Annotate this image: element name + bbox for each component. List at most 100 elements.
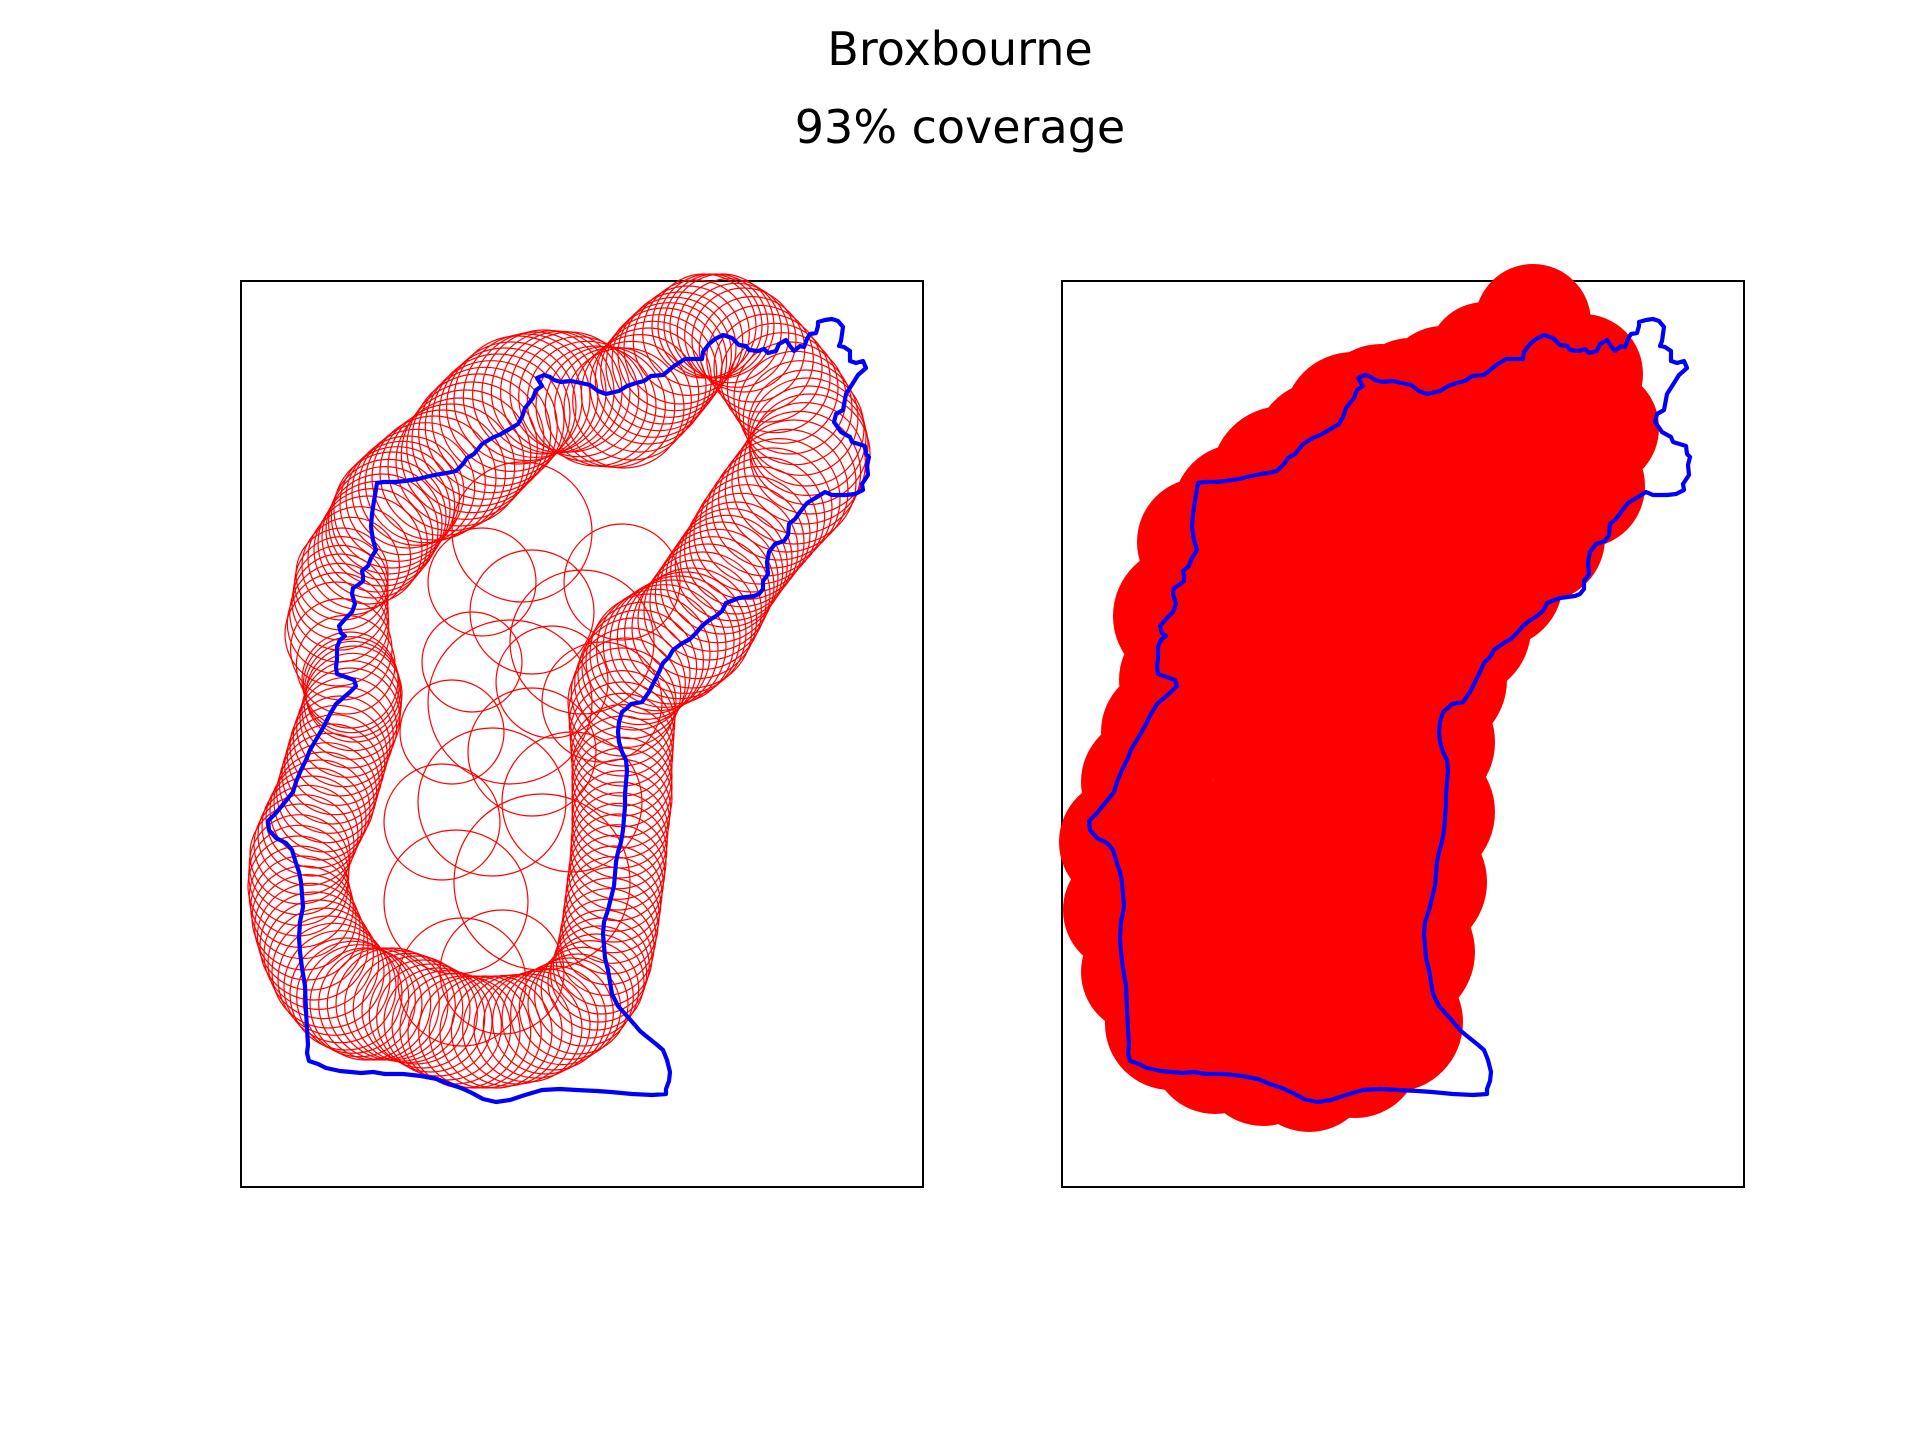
coverage-circle [286, 704, 388, 806]
coverage-circle [387, 403, 516, 532]
coverage-circle [557, 898, 655, 996]
coverage-circle [283, 930, 397, 1044]
coverage-circle [589, 593, 711, 715]
coverage-circle [540, 939, 640, 1039]
coverage-circle [719, 322, 831, 434]
coverage-circle [291, 553, 389, 651]
coverage-circle [495, 625, 609, 739]
outline-map-panel [240, 273, 924, 1188]
coverage-circle [561, 877, 659, 975]
coverage-circle [257, 784, 359, 886]
coverage-circle [623, 571, 747, 695]
coverage-circle [313, 495, 423, 605]
coverage-circle [602, 584, 727, 708]
coverage-circle [304, 640, 402, 738]
coverage-circle [439, 909, 565, 1035]
coverage-circle [418, 366, 552, 500]
coverage-circle [574, 627, 686, 740]
coverage-circle [570, 703, 674, 807]
coverage-circle [747, 377, 867, 497]
coverage-circle [572, 340, 692, 461]
coverage-circle [299, 667, 401, 769]
coverage-circle [411, 373, 545, 507]
coverage-circle [616, 575, 741, 700]
coverage-circle [438, 347, 571, 480]
coverage-circle [302, 944, 416, 1058]
coverage-circle [501, 731, 643, 873]
coverage-circle [717, 438, 841, 561]
coverage-circle [706, 304, 814, 413]
coverage-circle [724, 428, 849, 553]
coverage-circle [467, 687, 597, 817]
coverage-circle [462, 333, 591, 462]
coverage-circle [674, 508, 788, 622]
coverage-circle [713, 313, 823, 423]
coverage-circle [335, 947, 449, 1061]
coverage-subtitle: 93% coverage [794, 100, 1126, 154]
coverage-circle [501, 965, 607, 1071]
coverage-circle [623, 291, 737, 405]
coverage-circle [326, 947, 440, 1061]
coverage-circle [302, 636, 400, 734]
coverage-circle [383, 829, 529, 975]
coverage-circle [325, 473, 439, 587]
coverage-circle [570, 637, 682, 749]
coverage-circle [711, 447, 833, 569]
coverage-circle [642, 279, 750, 388]
coverage-circle [683, 492, 799, 608]
coverage-circle [585, 601, 705, 721]
coverage-circle [451, 461, 593, 603]
coverage-circle [427, 619, 593, 785]
coverage-circle [281, 723, 383, 825]
coverage-circle [563, 523, 681, 641]
coverage-circle [559, 888, 657, 986]
figure-title: Broxbourne [827, 22, 1093, 76]
coverage-circle [361, 955, 471, 1065]
district-boundary [1086, 316, 1693, 1105]
coverage-circle [397, 917, 527, 1047]
filled-map-svg [1059, 264, 1693, 1132]
coverage-circle [570, 692, 674, 797]
coverage-disc [1283, 532, 1443, 692]
coverage-circle [289, 695, 391, 797]
coverage-circle [747, 369, 865, 487]
coverage-circle [301, 631, 399, 729]
coverage-circle [726, 332, 839, 444]
coverage-circle [737, 410, 862, 535]
coverage-circle [418, 975, 532, 1089]
coverage-circle [555, 909, 653, 1007]
coverage-circle [581, 609, 698, 726]
coverage-circle [305, 645, 403, 743]
coverage-circle [406, 381, 538, 514]
coverage-circle [453, 793, 631, 971]
coverage-circle [684, 282, 790, 388]
coverage-circle [400, 389, 532, 520]
coverage-circle [518, 336, 640, 458]
coverage-circle [691, 287, 797, 393]
coverage-circle [491, 967, 599, 1075]
coverage-circle [471, 331, 599, 458]
coverage-circle [509, 331, 631, 453]
coverage-circle [417, 727, 567, 877]
coverage-circle [399, 679, 505, 785]
coverage-circle [358, 428, 476, 546]
coverage-circle [427, 527, 537, 637]
coverage-circle-outlines [247, 273, 871, 1089]
coverage-circle [379, 409, 507, 537]
coverage-circle [428, 975, 542, 1089]
coverage-circle [748, 385, 869, 506]
coverage-circle [431, 353, 565, 487]
coverage-disc [1463, 392, 1603, 532]
coverage-circle [527, 953, 629, 1055]
coverage-circle [421, 611, 523, 713]
coverage-circle [284, 581, 390, 687]
coverage-circle [749, 393, 871, 515]
coverage-circle [269, 759, 371, 861]
coverage-circle [534, 946, 634, 1047]
coverage-circle [676, 278, 782, 384]
filled-map-panel [1059, 264, 1745, 1188]
coverage-circle [637, 559, 758, 680]
coverage-circle [568, 669, 676, 777]
coverage-circle [577, 617, 691, 731]
coverage-circle [383, 763, 501, 881]
